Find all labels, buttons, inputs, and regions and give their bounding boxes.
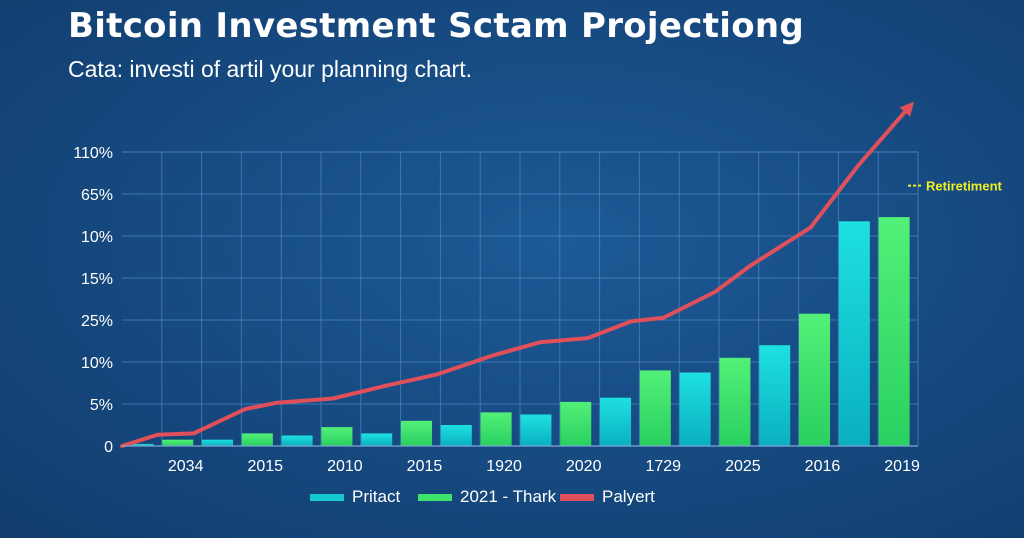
bar-2021-thark [321, 427, 353, 446]
bar-pritact [679, 372, 711, 446]
y-tick-label: 0 [104, 439, 113, 456]
bar-2021-thark [162, 439, 194, 446]
bar-pritact [201, 439, 234, 446]
x-tick-label: 2034 [168, 458, 204, 475]
legend-item-thark: 2021 - Thark [418, 484, 556, 510]
x-tick-label: 1729 [645, 458, 681, 475]
y-tick-label: 5% [90, 397, 113, 414]
x-tick-label: 2020 [566, 458, 602, 475]
bar-2021-thark [560, 401, 592, 446]
legend-item-pritact: Pritact [310, 484, 400, 510]
bar-pritact [122, 443, 154, 446]
bar-pritact [520, 414, 552, 446]
legend-swatch-pritact [310, 493, 344, 501]
legend-swatch-palyert [560, 493, 594, 501]
bar-2021-thark [798, 313, 831, 446]
x-tick-label: 2010 [327, 458, 363, 475]
x-tick-label: 2019 [884, 458, 920, 475]
legend-item-palyert: Palyert [560, 484, 655, 510]
bar-pritact [759, 345, 791, 446]
x-tick-label: 2025 [725, 458, 761, 475]
bar-2021-thark [639, 370, 671, 446]
bar-2021-thark [719, 357, 751, 446]
bar-2021-thark [400, 420, 433, 446]
y-tick-label: 110% [73, 145, 113, 162]
y-tick-label: 10% [81, 355, 113, 372]
x-tick-label: 1920 [486, 458, 522, 475]
line-arrowhead [899, 101, 915, 117]
x-tick-label: 2015 [247, 458, 283, 475]
legend-label-pritact: Pritact [352, 487, 401, 506]
bar-pritact [838, 221, 870, 446]
chart-title: Bitcoin Investment Sctam Projectiong [68, 6, 805, 46]
line-series [120, 101, 915, 448]
y-tick-label: 15% [81, 271, 113, 288]
annotation-retirement-label: Retiretiment [926, 179, 1003, 194]
line-palyert [120, 107, 910, 448]
grid [122, 151, 919, 446]
bar-pritact [361, 433, 393, 446]
chart-subtitle: Cata: investi of artil your planning cha… [68, 56, 472, 82]
chart-legend: Pritact 2021 - Thark Palyert [0, 484, 1024, 510]
bars [122, 217, 910, 446]
legend-label-palyert: Palyert [602, 487, 655, 506]
bar-pritact [281, 435, 313, 446]
axes: 0 5% 10% 25% 15% 10% 65% 110% 2034 2015 2010 2015 19… [73, 145, 920, 475]
bar-2021-thark [480, 412, 512, 446]
legend-label-thark: 2021 - Thark [460, 487, 557, 506]
y-tick-label: 10% [81, 229, 113, 246]
legend-swatch-thark [418, 493, 452, 501]
x-tick-label: 2016 [805, 458, 841, 475]
bar-pritact [440, 425, 472, 446]
y-tick-label: 25% [81, 313, 113, 330]
y-tick-label: 65% [81, 187, 113, 204]
annotations: Retiretiment [908, 179, 1003, 194]
bar-2021-thark [878, 217, 910, 446]
bar-pritact [599, 397, 632, 446]
bar-2021-thark [241, 433, 273, 446]
x-tick-label: 2015 [407, 458, 443, 475]
